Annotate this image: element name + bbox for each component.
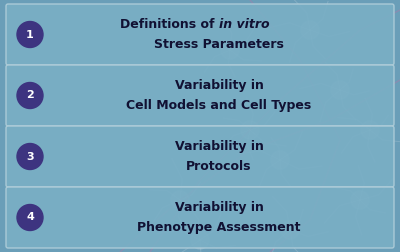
Text: Variability in: Variability in [174, 140, 264, 153]
FancyBboxPatch shape [6, 4, 394, 65]
Circle shape [281, 221, 299, 239]
Circle shape [17, 143, 43, 170]
Text: 3: 3 [26, 151, 34, 162]
FancyBboxPatch shape [6, 126, 394, 187]
Circle shape [191, 231, 209, 249]
Circle shape [331, 81, 349, 99]
Text: in vitro: in vitro [219, 18, 270, 31]
Text: Stress Parameters: Stress Parameters [154, 38, 284, 51]
Circle shape [17, 21, 43, 47]
Circle shape [351, 191, 369, 209]
Circle shape [241, 121, 259, 139]
Circle shape [17, 82, 43, 109]
Text: Variability in: Variability in [174, 201, 264, 214]
Circle shape [361, 121, 379, 139]
FancyBboxPatch shape [6, 187, 394, 248]
Circle shape [17, 205, 43, 231]
Text: 2: 2 [26, 90, 34, 101]
Circle shape [221, 41, 239, 59]
Text: Phenotype Assessment: Phenotype Assessment [137, 221, 301, 234]
Text: Variability in: Variability in [174, 79, 264, 92]
Circle shape [171, 191, 189, 209]
FancyBboxPatch shape [6, 65, 394, 126]
Text: Protocols: Protocols [186, 160, 252, 173]
Circle shape [301, 21, 319, 39]
Text: Definitions of: Definitions of [120, 18, 219, 31]
Text: Cell Models and Cell Types: Cell Models and Cell Types [126, 99, 312, 112]
Text: 1: 1 [26, 29, 34, 40]
Circle shape [271, 151, 289, 169]
Text: 4: 4 [26, 212, 34, 223]
